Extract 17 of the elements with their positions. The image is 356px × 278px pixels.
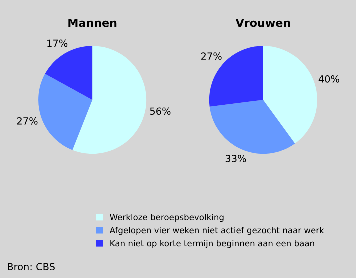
- pie-slice: [210, 100, 296, 154]
- data-label: 17%: [48, 40, 68, 48]
- chart-title: Mannen: [68, 18, 117, 28]
- data-label: 27%: [201, 52, 222, 60]
- legend-label: Kan niet op korte termijn beginnen aan een baan: [110, 240, 314, 248]
- pie-slice: [38, 74, 93, 150]
- pie-slice: [45, 46, 93, 100]
- chart-title: Vrouwen: [236, 18, 290, 28]
- legend-label: Afgelopen vier weken niet actief gezocht naar werk: [110, 227, 324, 236]
- data-label: 27%: [17, 118, 38, 125]
- data-label: 33%: [226, 155, 246, 162]
- pie-slice: [263, 46, 318, 144]
- legend-label: Werkloze beroepsbevolking: [110, 214, 224, 222]
- data-label: 40%: [318, 76, 340, 83]
- text: Bron: CBS: [8, 263, 55, 271]
- data-label: 56%: [150, 108, 171, 116]
- pie-slice: [72, 46, 147, 154]
